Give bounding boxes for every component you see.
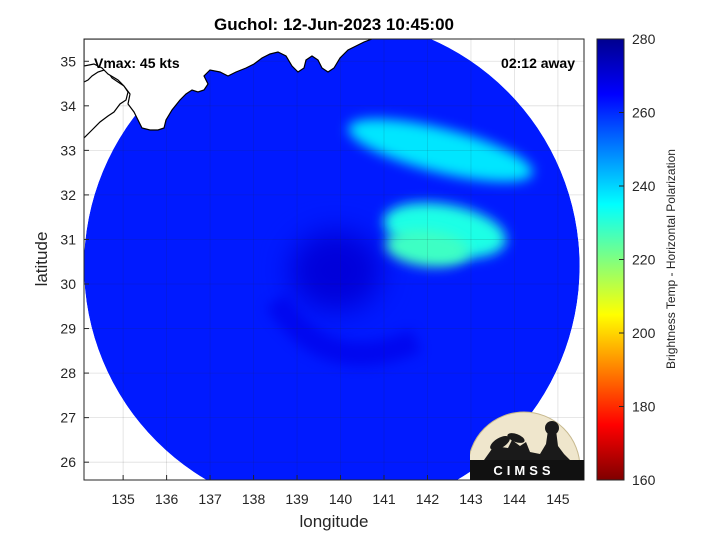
colorbar-tick-label: 280 <box>632 31 656 47</box>
colorbar-tick-label: 240 <box>632 178 656 194</box>
y-axis-label: latitude <box>32 232 51 287</box>
y-tick-label: 29 <box>60 321 76 337</box>
colorbar-tick-label: 260 <box>632 105 656 121</box>
y-tick-labels: 26 27 28 29 30 31 32 33 34 35 <box>60 53 89 470</box>
x-tick-label: 144 <box>503 491 527 507</box>
cimss-logo: CIMSS <box>470 411 584 480</box>
y-tick-label: 28 <box>60 365 76 381</box>
x-axis-label: longitude <box>299 512 368 531</box>
chart-title: Guchol: 12-Jun-2023 10:45:00 <box>214 15 454 34</box>
time-away-annotation: 02:12 away <box>501 55 575 71</box>
swath-feature-eye <box>290 230 383 311</box>
swath-spiral-arm <box>266 294 422 366</box>
satellite-swath <box>84 39 580 480</box>
x-tick-labels: 135 136 137 138 139 140 141 142 143 144 145 <box>111 475 570 507</box>
x-tick-label: 143 <box>459 491 483 507</box>
colorbar-tick-label: 180 <box>632 399 656 415</box>
y-tick-label: 26 <box>60 454 76 470</box>
colorbar-tick-label: 220 <box>632 252 656 268</box>
x-tick-label: 137 <box>198 491 222 507</box>
vmax-annotation: Vmax: 45 kts <box>94 55 180 71</box>
x-tick-label: 141 <box>372 491 396 507</box>
colorbar-ticks: 160 180 200 220 240 260 280 <box>619 31 656 488</box>
y-tick-label: 27 <box>60 410 76 426</box>
y-tick-label: 33 <box>60 142 76 158</box>
y-tick-label: 34 <box>60 98 76 114</box>
x-tick-label: 138 <box>242 491 266 507</box>
x-tick-label: 145 <box>546 491 570 507</box>
x-tick-label: 135 <box>111 491 135 507</box>
y-tick-label: 32 <box>60 187 76 203</box>
colorbar-tick-label: 200 <box>632 325 656 341</box>
colorbar-label: Brightness Temp - Horizontal Polarizatio… <box>664 149 678 369</box>
y-tick-label: 35 <box>60 53 76 69</box>
swath-feature-cold-band-core <box>385 229 470 267</box>
swath-feature-cold-band-north <box>348 118 533 182</box>
x-tick-label: 136 <box>155 491 179 507</box>
x-tick-label: 140 <box>329 491 353 507</box>
x-tick-label: 142 <box>416 491 440 507</box>
coastline <box>84 39 373 139</box>
colorbar-tick-label: 160 <box>632 472 656 488</box>
y-tick-label: 30 <box>60 276 76 292</box>
axes-frame <box>83 38 585 481</box>
x-tick-label: 139 <box>285 491 309 507</box>
logo-text: CIMSS <box>493 463 554 478</box>
y-tick-label: 31 <box>60 231 76 247</box>
